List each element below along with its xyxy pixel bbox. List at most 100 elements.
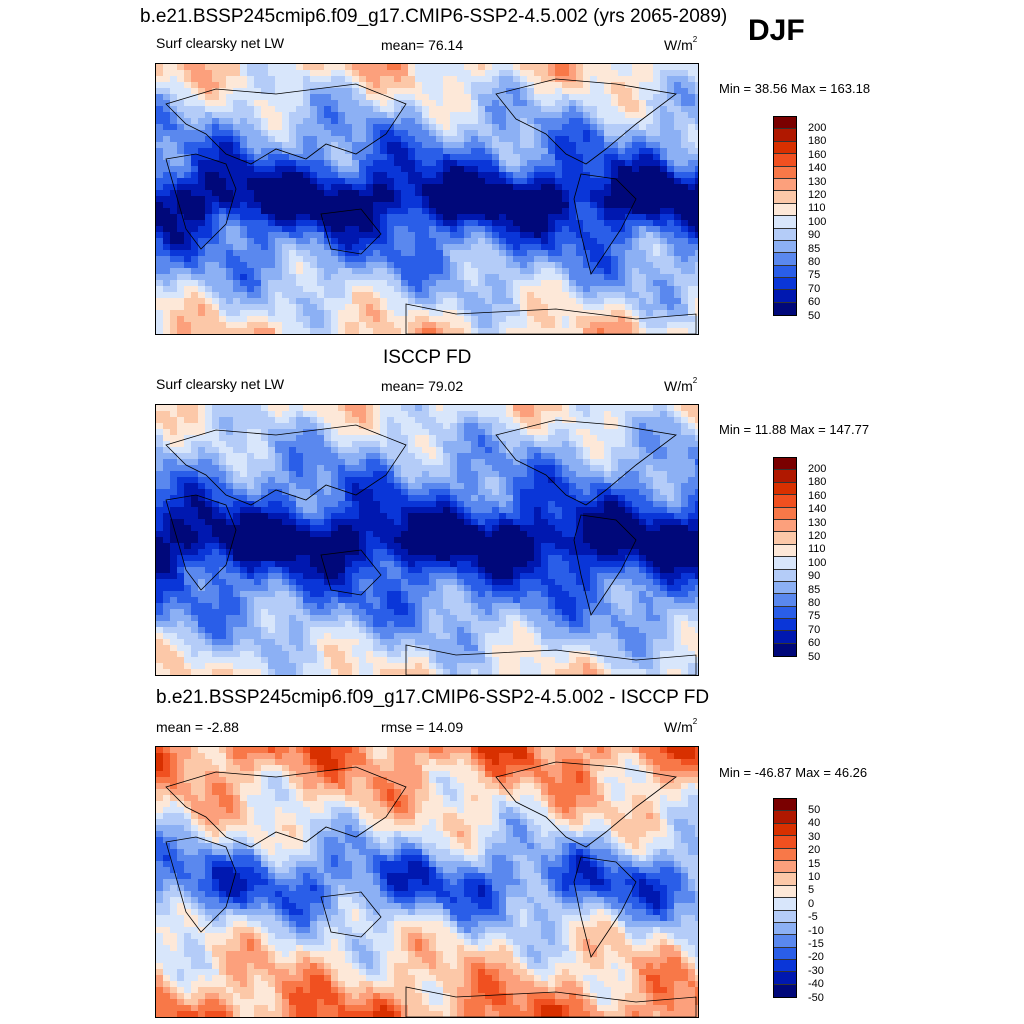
- contour-cell: [212, 106, 220, 113]
- contour-cell: [324, 411, 332, 418]
- contour-cell: [688, 178, 696, 185]
- contour-cell: [485, 322, 493, 329]
- contour-cell: [520, 184, 528, 191]
- contour-cell: [359, 136, 367, 143]
- contour-cell: [303, 471, 311, 478]
- contour-cell: [268, 501, 276, 508]
- contour-cell: [492, 262, 500, 269]
- contour-cell: [345, 441, 353, 448]
- contour-cell: [352, 465, 360, 472]
- contour-cell: [513, 124, 521, 131]
- contour-cell: [443, 214, 451, 221]
- contour-cell: [695, 316, 698, 323]
- contour-cell: [289, 220, 297, 227]
- contour-cell: [653, 166, 661, 173]
- contour-cell: [156, 513, 164, 520]
- contour-cell: [457, 94, 465, 101]
- contour-cell: [485, 136, 493, 143]
- contour-cell: [191, 178, 199, 185]
- contour-cell: [576, 148, 584, 155]
- contour-cell: [660, 112, 668, 119]
- contour-cell: [415, 214, 423, 221]
- contour-cell: [387, 411, 395, 418]
- contour-cell: [415, 172, 423, 179]
- contour-cell: [177, 501, 185, 508]
- contour-cell: [324, 238, 332, 245]
- contour-cell: [394, 298, 402, 305]
- contour-cell: [198, 250, 206, 257]
- contour-cell: [345, 417, 353, 424]
- contour-cell: [478, 298, 486, 305]
- contour-cell: [359, 178, 367, 185]
- contour-cell: [527, 70, 535, 77]
- contour-cell: [688, 244, 696, 251]
- contour-cell: [219, 298, 227, 305]
- contour-cell: [506, 465, 514, 472]
- contour-cell: [233, 178, 241, 185]
- contour-cell: [450, 262, 458, 269]
- contour-cell: [387, 88, 395, 95]
- contour-cell: [450, 405, 458, 412]
- contour-cell: [177, 220, 185, 227]
- contour-cell: [226, 423, 234, 430]
- contour-cell: [597, 250, 605, 257]
- contour-cell: [212, 304, 220, 311]
- contour-cell: [499, 304, 507, 311]
- contour-cell: [681, 184, 689, 191]
- contour-cell: [597, 495, 605, 502]
- contour-cell: [632, 172, 640, 179]
- contour-cell: [632, 310, 640, 317]
- contour-cell: [583, 286, 591, 293]
- contour-cell: [163, 178, 171, 185]
- contour-cell: [674, 262, 682, 269]
- contour-cell: [625, 166, 633, 173]
- contour-cell: [639, 328, 647, 334]
- contour-cell: [674, 94, 682, 101]
- contour-cell: [499, 64, 507, 71]
- contour-cell: [275, 142, 283, 149]
- contour-cell: [352, 184, 360, 191]
- colorbar-swatch: [774, 290, 796, 303]
- contour-cell: [317, 322, 325, 329]
- contour-cell: [464, 238, 472, 245]
- contour-cell: [534, 136, 542, 143]
- contour-cell: [359, 429, 367, 436]
- contour-cell: [513, 106, 521, 113]
- contour-cell: [541, 196, 549, 203]
- contour-cell: [541, 154, 549, 161]
- contour-cell: [373, 244, 381, 251]
- contour-cell: [394, 202, 402, 209]
- contour-cell: [212, 130, 220, 137]
- contour-cell: [534, 82, 542, 89]
- contour-cell: [163, 214, 171, 221]
- contour-cell: [240, 423, 248, 430]
- contour-cell: [457, 250, 465, 257]
- contour-cell: [443, 429, 451, 436]
- contour-cell: [254, 142, 262, 149]
- contour-cell: [254, 202, 262, 209]
- contour-cell: [429, 471, 437, 478]
- contour-cell: [317, 262, 325, 269]
- contour-cell: [478, 190, 486, 197]
- contour-cell: [163, 190, 171, 197]
- contour-cell: [471, 88, 479, 95]
- contour-cell: [632, 190, 640, 197]
- contour-cell: [352, 471, 360, 478]
- contour-cell: [527, 178, 535, 185]
- contour-cell: [198, 262, 206, 269]
- contour-cell: [394, 423, 402, 430]
- contour-cell: [429, 232, 437, 239]
- contour-cell: [443, 417, 451, 424]
- contour-cell: [646, 483, 654, 490]
- contour-cell: [345, 238, 353, 245]
- contour-cell: [520, 70, 528, 77]
- contour-cell: [541, 184, 549, 191]
- contour-cell: [457, 118, 465, 125]
- contour-cell: [555, 70, 563, 77]
- contour-cell: [275, 154, 283, 161]
- contour-cell: [513, 304, 521, 311]
- contour-cell: [443, 465, 451, 472]
- contour-cell: [261, 154, 269, 161]
- contour-cell: [373, 310, 381, 317]
- contour-cell: [387, 310, 395, 317]
